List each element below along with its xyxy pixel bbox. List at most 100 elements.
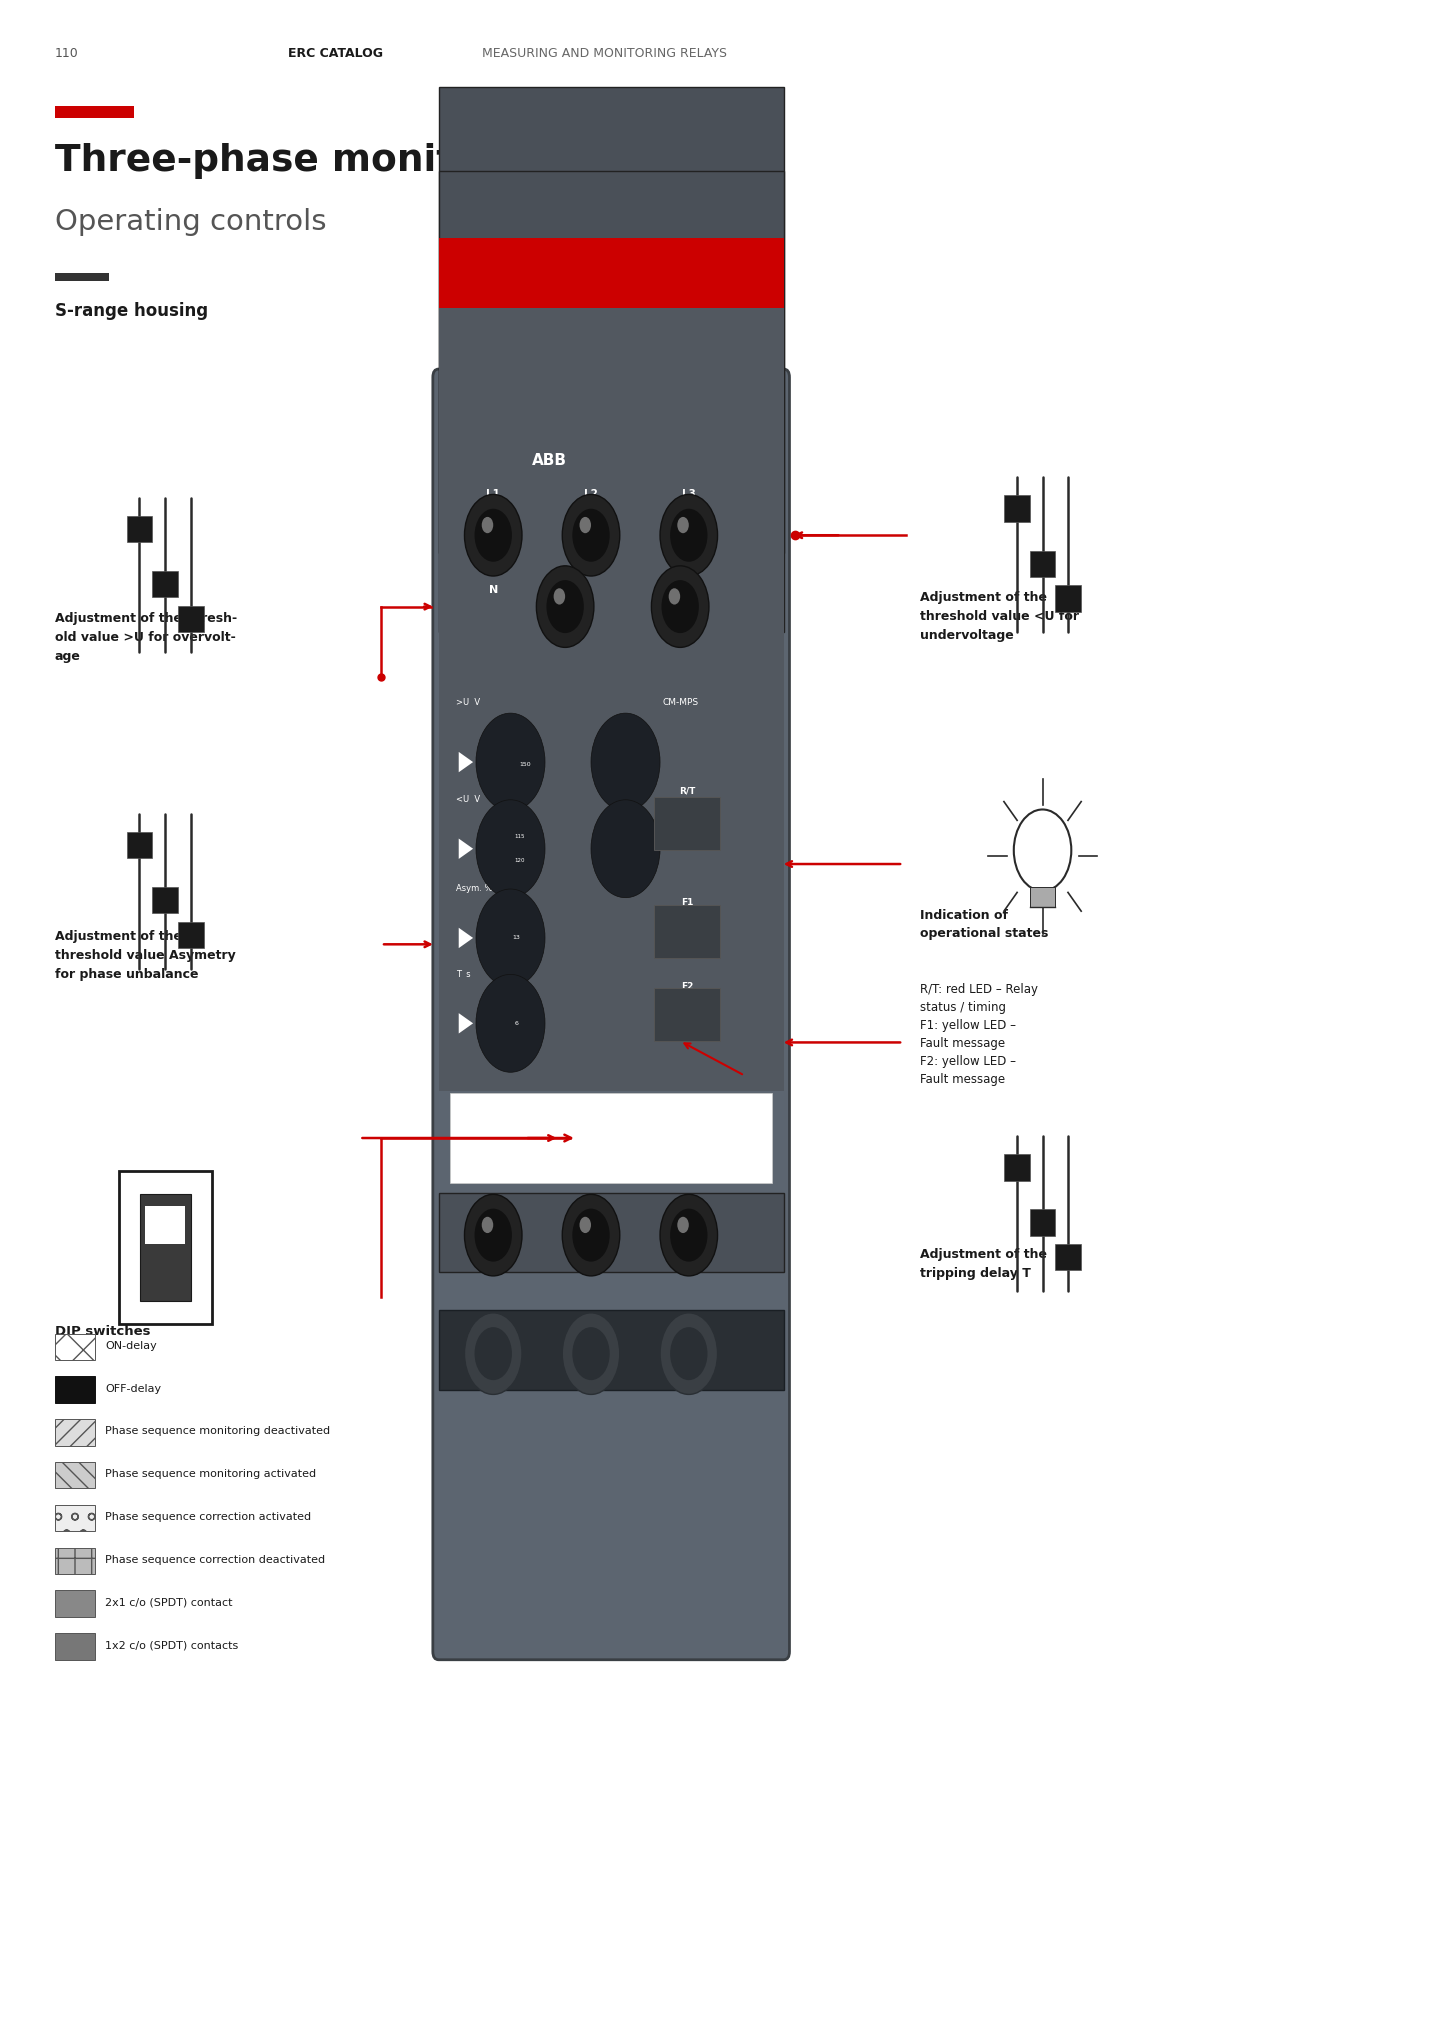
- Circle shape: [562, 1195, 620, 1276]
- Polygon shape: [459, 1013, 473, 1034]
- Text: R/T: red LED – Relay
status / timing
F1: yellow LED –
Fault message
F2: yellow L: R/T: red LED – Relay status / timing F1:…: [920, 983, 1038, 1087]
- Circle shape: [476, 889, 545, 987]
- Text: 26: 26: [486, 1211, 500, 1221]
- Bar: [1004, 495, 1030, 522]
- Circle shape: [677, 516, 689, 532]
- Bar: [654, 905, 720, 958]
- Circle shape: [482, 1217, 493, 1234]
- Bar: [127, 832, 152, 858]
- Text: Adjustment of the
tripping delay T: Adjustment of the tripping delay T: [920, 1248, 1047, 1280]
- Text: 28: 28: [682, 1211, 696, 1221]
- Text: 2x1 c/o (SPDT) contact: 2x1 c/o (SPDT) contact: [105, 1599, 233, 1607]
- Bar: [1030, 551, 1055, 577]
- Bar: [55, 1334, 95, 1360]
- Bar: [654, 797, 720, 850]
- Bar: [1055, 585, 1081, 612]
- Bar: [55, 1419, 95, 1446]
- Circle shape: [572, 508, 610, 561]
- Text: DIP switches: DIP switches: [55, 1325, 150, 1338]
- Text: Phase sequence monitoring activated: Phase sequence monitoring activated: [105, 1470, 316, 1478]
- Bar: [450, 1093, 772, 1183]
- Text: L1: L1: [486, 489, 500, 500]
- Circle shape: [670, 1209, 707, 1262]
- Text: MEASURING AND MONITORING RELAYS: MEASURING AND MONITORING RELAYS: [482, 47, 726, 59]
- Text: 15: 15: [584, 1329, 598, 1340]
- Text: L3: L3: [682, 489, 696, 500]
- Circle shape: [677, 1217, 689, 1234]
- Bar: [55, 1462, 95, 1488]
- Bar: [439, 86, 784, 553]
- Circle shape: [591, 799, 660, 897]
- Text: N: N: [489, 585, 498, 595]
- Text: 13: 13: [512, 936, 521, 940]
- Circle shape: [464, 493, 522, 575]
- Polygon shape: [459, 928, 473, 948]
- Bar: [152, 887, 178, 913]
- Text: Phase sequence monitoring deactivated: Phase sequence monitoring deactivated: [105, 1427, 331, 1435]
- Bar: [178, 606, 204, 632]
- Circle shape: [591, 714, 660, 812]
- Text: Operating controls: Operating controls: [55, 208, 326, 237]
- Circle shape: [536, 567, 594, 648]
- Circle shape: [546, 579, 584, 634]
- Circle shape: [464, 1195, 522, 1276]
- Bar: [439, 1193, 784, 1272]
- Circle shape: [580, 516, 591, 532]
- Text: Phase sequence correction activated: Phase sequence correction activated: [105, 1513, 311, 1521]
- Bar: [139, 1195, 191, 1301]
- Bar: [55, 1633, 95, 1660]
- Text: 6: 6: [515, 1022, 518, 1026]
- Circle shape: [670, 1327, 707, 1380]
- Text: 18: 18: [682, 1329, 696, 1340]
- Text: ABB: ABB: [532, 453, 567, 469]
- Circle shape: [562, 1313, 620, 1395]
- Text: Adjustment of the thresh-
old value >U for overvolt-
age: Adjustment of the thresh- old value >U f…: [55, 612, 237, 663]
- Bar: [1055, 1244, 1081, 1270]
- Text: 120: 120: [513, 858, 525, 862]
- Bar: [55, 106, 134, 118]
- Text: R/T: R/T: [679, 787, 695, 795]
- Text: Adjustment of the
threshold value <U for
undervoltage: Adjustment of the threshold value <U for…: [920, 591, 1080, 642]
- Bar: [152, 571, 178, 597]
- Text: 150: 150: [519, 763, 531, 767]
- Bar: [55, 1548, 95, 1574]
- Text: Adjustment of the
threshold value Asymetry
for phase unbalance: Adjustment of the threshold value Asymet…: [55, 930, 236, 981]
- Bar: [439, 1309, 784, 1391]
- Text: >U  V: >U V: [456, 697, 480, 708]
- Text: Three-phase monitoring relays: Three-phase monitoring relays: [55, 143, 705, 179]
- Circle shape: [482, 516, 493, 532]
- Text: 115: 115: [513, 834, 525, 838]
- Circle shape: [651, 567, 709, 648]
- Text: 25: 25: [584, 1211, 598, 1221]
- Text: ERC CATALOG: ERC CATALOG: [288, 47, 383, 59]
- Circle shape: [660, 1313, 718, 1395]
- Bar: [55, 1505, 95, 1531]
- Bar: [1030, 887, 1055, 907]
- Bar: [127, 516, 152, 542]
- Text: OFF-delay: OFF-delay: [105, 1384, 161, 1393]
- Text: S-range housing: S-range housing: [55, 302, 207, 320]
- Circle shape: [554, 589, 565, 606]
- FancyBboxPatch shape: [433, 369, 789, 1660]
- Circle shape: [660, 493, 718, 575]
- Circle shape: [475, 1209, 512, 1262]
- Circle shape: [562, 493, 620, 575]
- Bar: [654, 989, 720, 1040]
- Polygon shape: [459, 752, 473, 773]
- Text: <U  V: <U V: [456, 795, 480, 803]
- Circle shape: [476, 975, 545, 1073]
- Circle shape: [476, 714, 545, 812]
- Text: CM-MPS: CM-MPS: [661, 697, 699, 708]
- Text: Asym. %: Asym. %: [456, 885, 492, 893]
- Circle shape: [572, 1209, 610, 1262]
- Bar: [118, 1170, 213, 1325]
- Text: F2: F2: [680, 983, 693, 991]
- Text: 1x2 c/o (SPDT) contacts: 1x2 c/o (SPDT) contacts: [105, 1641, 239, 1650]
- Circle shape: [475, 508, 512, 561]
- Text: T  s: T s: [456, 971, 470, 979]
- Circle shape: [464, 1313, 522, 1395]
- Bar: [55, 1590, 95, 1617]
- Circle shape: [580, 1217, 591, 1234]
- Bar: [178, 922, 204, 948]
- Circle shape: [1014, 809, 1071, 891]
